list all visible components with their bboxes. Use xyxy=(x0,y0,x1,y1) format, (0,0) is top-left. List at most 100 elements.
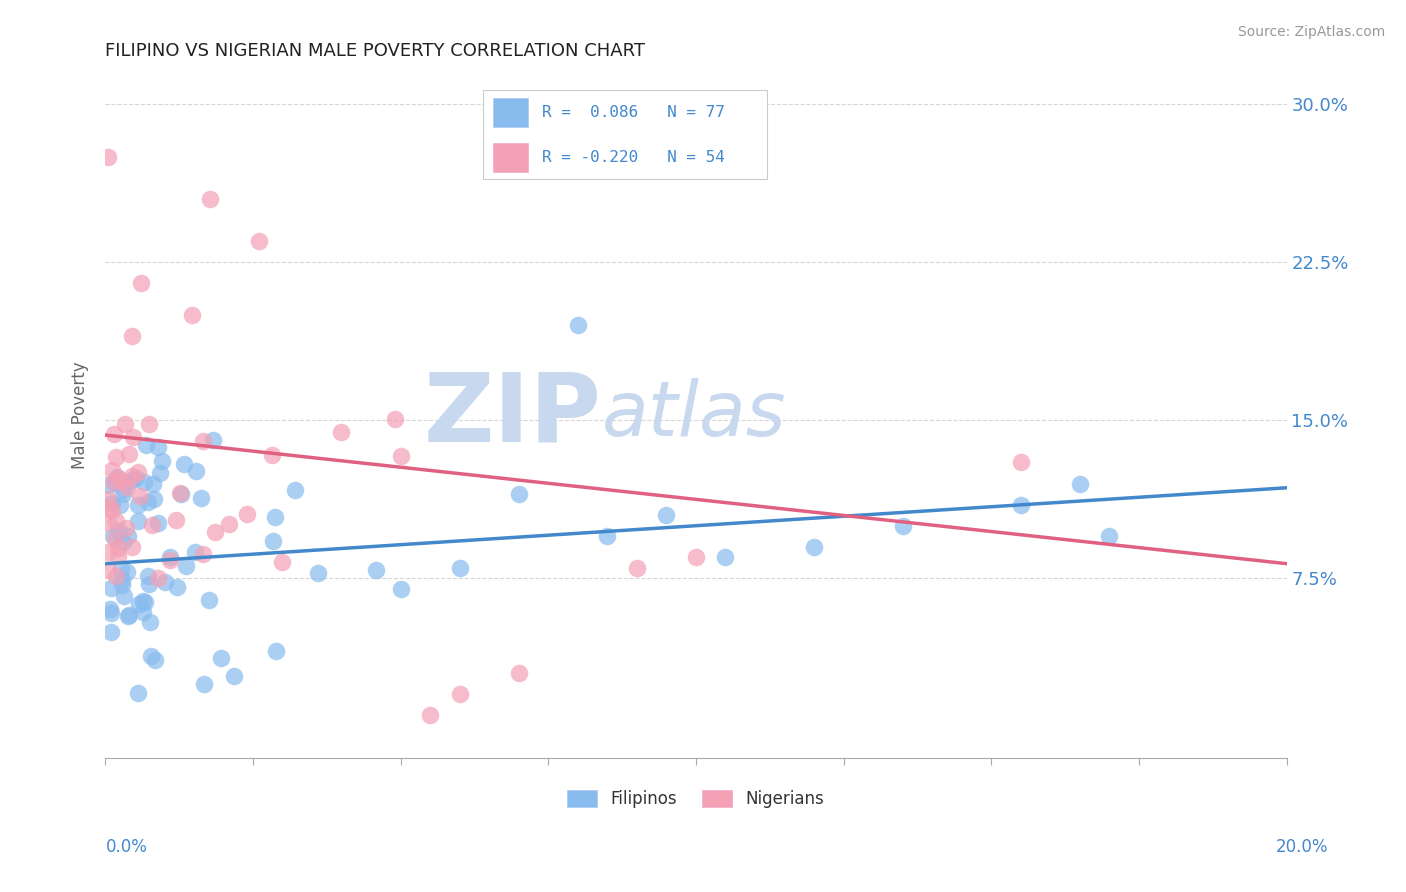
Point xyxy=(262,533,284,548)
Point xyxy=(1010,498,1032,512)
Point xyxy=(141,518,163,533)
Point xyxy=(107,549,129,564)
Point xyxy=(118,608,141,623)
Point xyxy=(98,602,121,616)
Point xyxy=(117,529,139,543)
Point xyxy=(449,687,471,701)
Text: 0.0%: 0.0% xyxy=(105,838,148,855)
Point xyxy=(131,277,153,291)
Point xyxy=(271,556,294,570)
Point xyxy=(132,594,155,608)
Point xyxy=(101,529,124,543)
Point xyxy=(191,548,214,562)
Point xyxy=(136,569,159,583)
Point xyxy=(100,463,122,477)
Point xyxy=(115,479,138,493)
Point xyxy=(264,644,287,658)
Point xyxy=(97,491,120,506)
Point xyxy=(284,483,307,498)
Point xyxy=(1069,476,1091,491)
Point xyxy=(260,449,283,463)
Point xyxy=(105,569,128,583)
Point xyxy=(118,447,141,461)
Point xyxy=(166,580,188,594)
Point xyxy=(111,578,134,592)
Point xyxy=(114,417,136,432)
Point xyxy=(224,669,246,683)
Point xyxy=(209,651,232,665)
Point xyxy=(112,483,135,497)
Point xyxy=(714,550,737,565)
Point xyxy=(307,566,329,580)
Point xyxy=(249,234,271,248)
Point xyxy=(127,466,149,480)
Point xyxy=(596,529,619,543)
Point xyxy=(112,487,135,501)
Point xyxy=(127,499,149,513)
Point xyxy=(104,533,127,547)
Point xyxy=(626,561,648,575)
Point xyxy=(97,545,120,559)
Point xyxy=(198,192,221,206)
Point xyxy=(105,450,128,464)
Point xyxy=(508,487,530,501)
Point xyxy=(159,553,181,567)
Point xyxy=(121,541,143,555)
Bar xyxy=(492,98,529,128)
Point xyxy=(134,595,156,609)
Point xyxy=(419,708,441,723)
Point xyxy=(128,489,150,503)
Point xyxy=(236,507,259,521)
Point xyxy=(136,495,159,509)
Point xyxy=(135,438,157,452)
Point xyxy=(107,541,129,555)
Text: 20.0%: 20.0% xyxy=(1277,838,1329,855)
Point xyxy=(201,433,224,447)
Text: atlas: atlas xyxy=(602,378,786,452)
Point xyxy=(198,593,221,607)
Point xyxy=(97,516,120,530)
Point xyxy=(389,582,412,596)
Point xyxy=(190,491,212,506)
Text: R = -0.220   N = 54: R = -0.220 N = 54 xyxy=(543,150,725,165)
Point xyxy=(103,475,125,490)
Text: FILIPINO VS NIGERIAN MALE POVERTY CORRELATION CHART: FILIPINO VS NIGERIAN MALE POVERTY CORREL… xyxy=(105,42,645,60)
Point xyxy=(105,469,128,483)
Point xyxy=(142,477,165,491)
Point xyxy=(110,498,132,512)
Point xyxy=(108,524,131,538)
Point xyxy=(117,608,139,623)
Text: ZIP: ZIP xyxy=(423,368,602,461)
Point xyxy=(218,517,240,532)
Point xyxy=(112,535,135,549)
Point xyxy=(173,457,195,471)
Point xyxy=(143,491,166,506)
Point xyxy=(127,685,149,699)
Point xyxy=(101,496,124,510)
Point xyxy=(685,550,707,565)
Point xyxy=(114,521,136,535)
Point xyxy=(97,477,120,491)
Point xyxy=(141,648,163,663)
Point xyxy=(97,150,120,164)
Point xyxy=(125,471,148,485)
Point xyxy=(104,476,127,491)
Point xyxy=(330,425,353,440)
Bar xyxy=(492,143,529,172)
Point xyxy=(1010,455,1032,469)
Point xyxy=(121,473,143,487)
Point xyxy=(104,514,127,528)
Point xyxy=(384,412,406,426)
Point xyxy=(389,449,412,463)
Point xyxy=(127,514,149,528)
Point xyxy=(101,502,124,516)
Point xyxy=(170,487,193,501)
Point xyxy=(184,545,207,559)
Point xyxy=(508,666,530,681)
Point xyxy=(100,625,122,640)
Point xyxy=(117,566,139,580)
Point xyxy=(191,434,214,448)
Point xyxy=(149,466,172,480)
Point xyxy=(1098,529,1121,543)
Point xyxy=(103,427,125,442)
